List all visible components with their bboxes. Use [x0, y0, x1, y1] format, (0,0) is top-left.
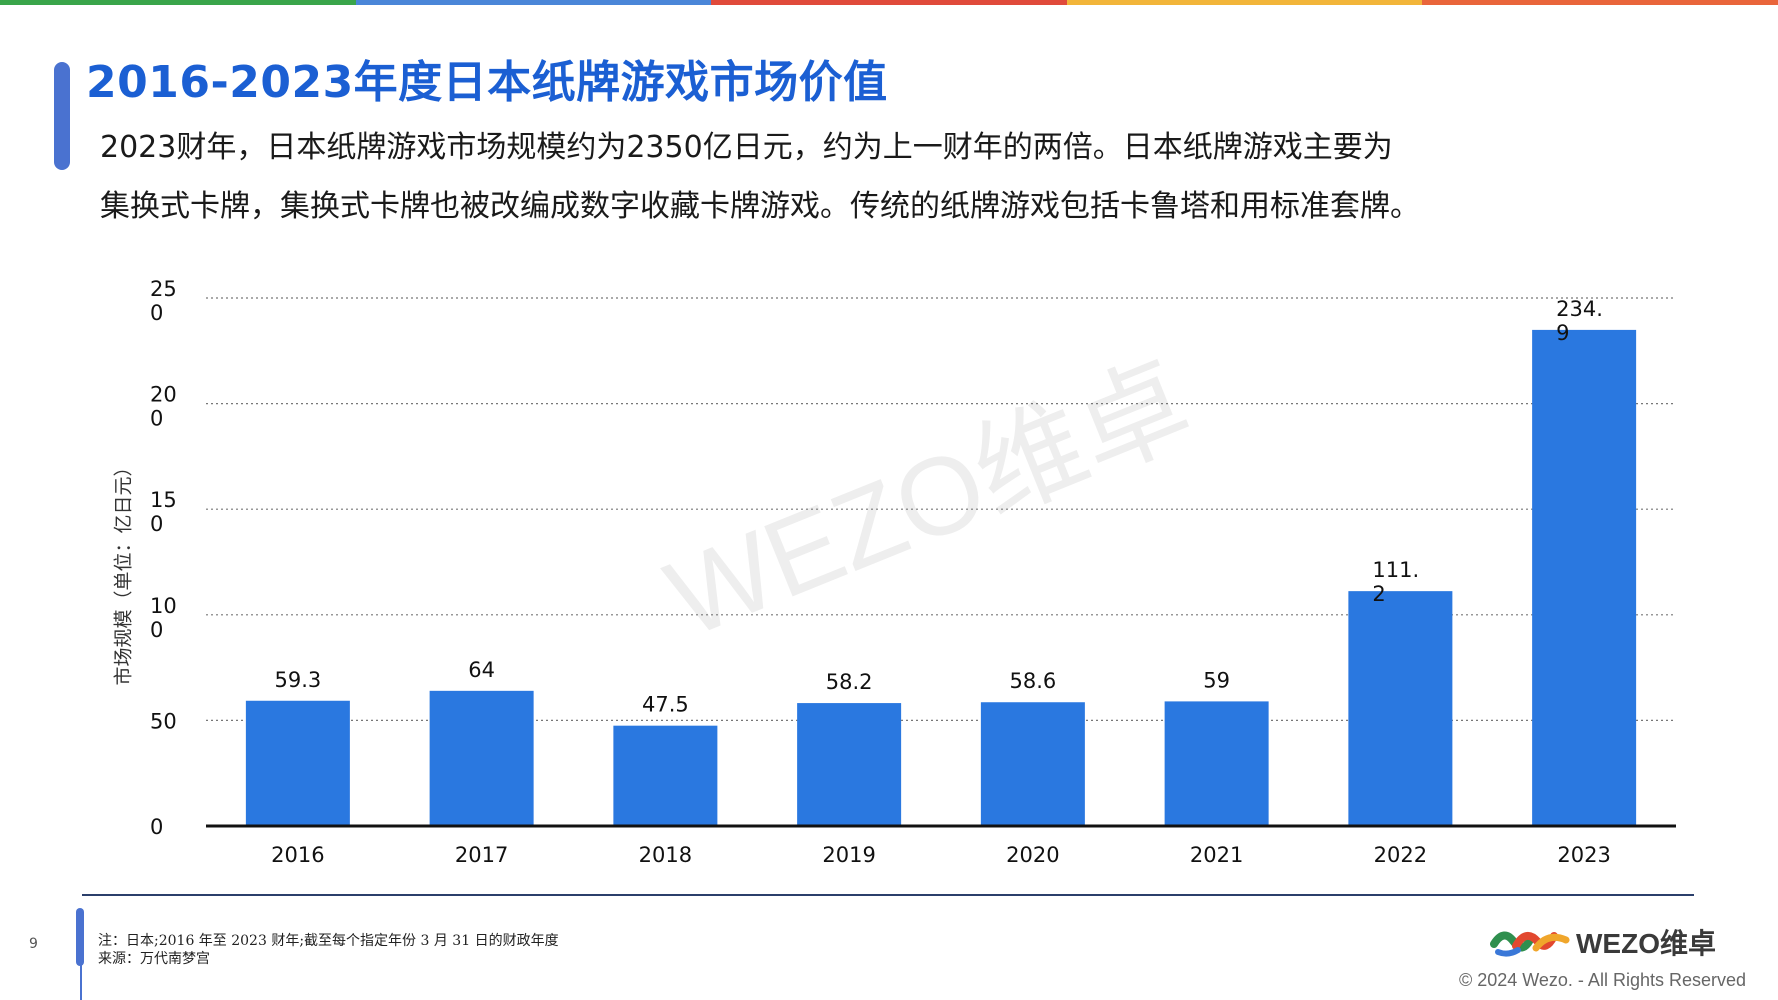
y-tick-label: 25 0	[150, 277, 177, 325]
bar	[1164, 701, 1269, 826]
logo-text: WEZO维卓	[1576, 928, 1716, 959]
data-label: 58.2	[826, 670, 873, 694]
top-color-segment	[1066, 0, 1423, 5]
note-accent-line	[80, 960, 82, 1000]
x-tick-label: 2018	[639, 843, 692, 867]
bar	[1532, 329, 1637, 826]
page-number: 9	[29, 936, 38, 952]
x-tick-label: 2022	[1374, 843, 1427, 867]
bar	[245, 700, 350, 826]
x-tick-label: 2021	[1190, 843, 1243, 867]
top-color-bar	[0, 0, 1778, 5]
description-line: 集换式卡牌，集换式卡牌也被改编成数字收藏卡牌游戏。传统的纸牌游戏包括卡鲁塔和用标…	[100, 189, 1420, 224]
x-tick-label: 2017	[455, 843, 508, 867]
y-tick-label: 50	[150, 709, 177, 733]
title-accent-bar	[54, 62, 70, 170]
data-label: 59.3	[274, 668, 321, 692]
top-color-segment	[711, 0, 1067, 5]
top-color-segment	[0, 0, 356, 5]
data-label: 58.6	[1009, 669, 1056, 693]
top-color-segment	[355, 0, 712, 5]
note-accent-bar	[76, 908, 84, 966]
top-color-segment	[1422, 0, 1778, 5]
x-tick-label: 2016	[271, 843, 324, 867]
y-tick-label: 15 0	[150, 488, 177, 536]
bar	[797, 703, 902, 826]
wezo-logo: WEZO维卓	[1490, 922, 1716, 962]
bar	[1348, 591, 1453, 826]
description-line: 2023财年，日本纸牌游戏市场规模约为2350亿日元，约为上一财年的两倍。日本纸…	[100, 130, 1393, 165]
description: 2023财年，日本纸牌游戏市场规模约为2350亿日元，约为上一财年的两倍。日本纸…	[100, 118, 1680, 236]
y-tick-label: 10 0	[150, 594, 177, 642]
data-label: 64	[468, 658, 495, 682]
copyright: © 2024 Wezo. - All Rights Reserved	[1458, 970, 1746, 990]
data-label: 47.5	[642, 693, 689, 717]
x-tick-label: 2023	[1557, 843, 1610, 867]
x-tick-label: 2020	[1006, 843, 1059, 867]
bar	[429, 690, 534, 826]
data-label: 111. 2	[1372, 558, 1419, 606]
bar	[613, 725, 718, 826]
wezo-logo-icon	[1490, 931, 1570, 957]
y-tick-label: 0	[150, 815, 163, 839]
bar	[980, 702, 1085, 826]
footer-divider	[82, 894, 1694, 896]
x-tick-label: 2019	[822, 843, 875, 867]
data-label: 234. 9	[1556, 297, 1603, 345]
page-title: 2016-2023年度日本纸牌游戏市场价值	[86, 57, 888, 108]
data-label: 59	[1203, 668, 1230, 692]
source-note: 注：日本;2016 年至 2023 财年;截至每个指定年份 3 月 31 日的财…	[98, 933, 559, 967]
y-tick-label: 20 0	[150, 383, 177, 431]
